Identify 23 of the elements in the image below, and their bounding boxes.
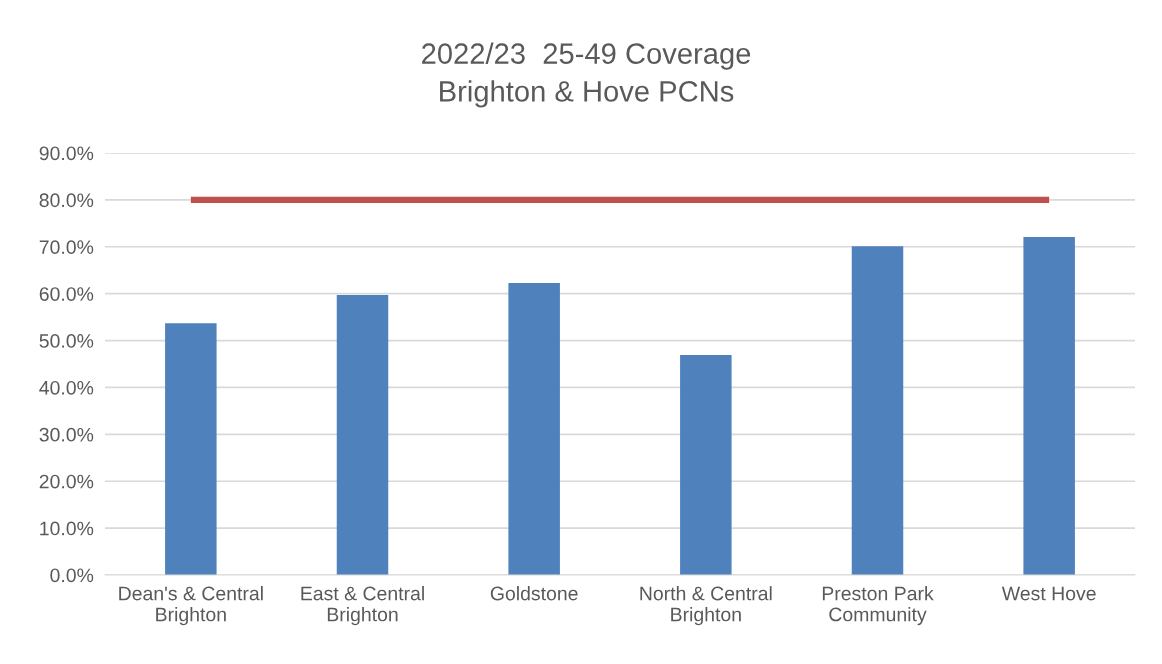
y-tick-label: 20.0%: [39, 474, 94, 489]
y-tick-label: 90.0%: [39, 146, 94, 161]
x-tick-label: Goldstone: [490, 586, 578, 601]
bar: [336, 295, 389, 575]
y-tick-label: 0.0%: [50, 568, 94, 583]
y-tick-label: 80.0%: [39, 193, 94, 208]
bar: [508, 282, 560, 575]
y-tick-label: 60.0%: [39, 287, 94, 301]
y-tick-label: 30.0%: [39, 427, 94, 442]
bar: [165, 323, 217, 575]
bar: [851, 246, 904, 575]
chart-title: 2022/23 25-49 Coverage Brighton & Hove PCNs: [422, 42, 751, 108]
x-tick-label: North & Central Brighton: [640, 586, 772, 626]
x-tick-label: East & Central Brighton: [301, 586, 424, 626]
y-tick-label: 40.0%: [39, 380, 94, 395]
y-tick-label: 10.0%: [40, 521, 94, 536]
y-tick-label: 50.0%: [39, 334, 94, 348]
bar: [680, 355, 732, 575]
bar: [1023, 236, 1075, 575]
x-tick-label: West Hove: [1001, 586, 1096, 601]
x-tick-label: Dean's & Central Brighton: [119, 586, 263, 626]
y-tick-label: 70.0%: [39, 240, 94, 255]
x-tick-label: Preston Park Community: [822, 586, 934, 626]
